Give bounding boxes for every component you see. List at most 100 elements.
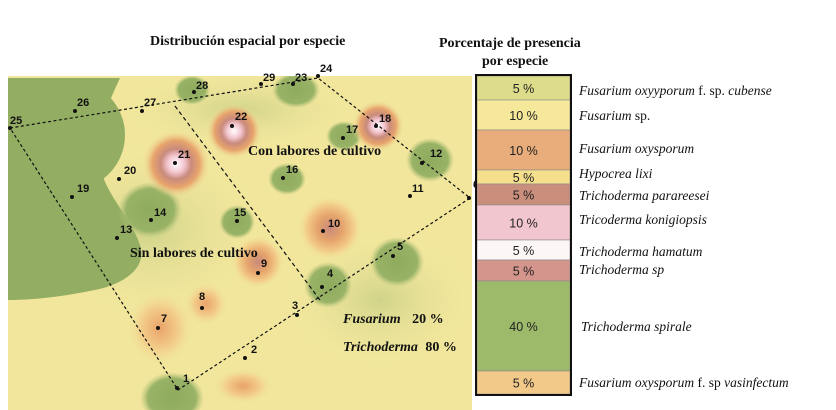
legend-species-label: Fusarium oxysporum f. sp vasinfectum bbox=[579, 375, 789, 391]
trichoderma-patch bbox=[304, 262, 352, 308]
legend-species-label: Fusarium oxysporum bbox=[579, 141, 694, 157]
legend-title-line1: Porcentaje de presencia bbox=[439, 36, 581, 51]
sample-point-marker bbox=[321, 229, 325, 233]
sample-point-marker bbox=[230, 124, 234, 128]
legend-species-label: Trichoderma spirale bbox=[581, 319, 692, 335]
sample-point-label: 11 bbox=[412, 183, 424, 195]
sample-point-marker bbox=[391, 254, 395, 258]
map-title: Distribución espacial por especie bbox=[150, 34, 346, 49]
species-name: Trichoderma hamatum bbox=[579, 244, 703, 259]
sample-point-label: 10 bbox=[328, 218, 340, 230]
legend-bar-frame bbox=[475, 74, 572, 396]
legend-species-label: Trichoderma parareesei bbox=[579, 188, 709, 204]
fusarium-spot bbox=[213, 368, 273, 404]
sample-point-label: 29 bbox=[263, 72, 275, 84]
legend-species-label: Fusarium sp. bbox=[579, 108, 650, 124]
sample-point-label: 13 bbox=[120, 224, 132, 236]
sample-point-marker bbox=[259, 82, 263, 86]
sample-point-label: 8 bbox=[199, 291, 205, 303]
legend-percent: 10 % bbox=[509, 144, 538, 158]
sample-point-label: 23 bbox=[295, 72, 307, 84]
sample-point-marker bbox=[320, 285, 324, 289]
species-suffix: f. sp. bbox=[694, 83, 729, 98]
trichoderma-patch bbox=[15, 80, 125, 190]
sample-point-label: 4 bbox=[327, 268, 334, 280]
legend-species-label: Tricoderma konigiopsis bbox=[579, 212, 707, 228]
species-name: Fusarium bbox=[579, 108, 632, 123]
trichoderma-patch bbox=[140, 372, 204, 410]
sample-point-marker bbox=[235, 219, 239, 223]
sample-point-label: 2 bbox=[251, 344, 257, 356]
species-subspecies: cubense bbox=[728, 83, 772, 98]
trichoderma-total-value: 80 % bbox=[425, 340, 457, 355]
sample-point-label: 18 bbox=[379, 113, 391, 125]
legend-percent: 5 % bbox=[513, 265, 535, 279]
sample-point-label: 3 bbox=[292, 300, 298, 312]
fusarium-total: Fusarium 20 % bbox=[342, 312, 444, 327]
fusarium-spot bbox=[184, 282, 228, 326]
species-name: Trichoderma spirale bbox=[581, 319, 692, 334]
study-area-boundary bbox=[9, 77, 472, 391]
species-name: Tricoderma konigiopsis bbox=[579, 212, 707, 227]
sample-point-marker bbox=[70, 195, 74, 199]
sample-point-label: 15 bbox=[234, 207, 246, 219]
zone-label-with-labor: Con labores de cultivo bbox=[248, 144, 381, 159]
sample-point-label: 12 bbox=[430, 148, 442, 160]
sample-point-marker bbox=[149, 218, 153, 222]
sample-point-label: 27 bbox=[144, 97, 156, 109]
sample-point-marker bbox=[341, 136, 345, 140]
sample-point-marker bbox=[408, 194, 412, 198]
species-suffix: sp. bbox=[631, 108, 651, 123]
sample-point-marker bbox=[281, 176, 285, 180]
zone-label-without-labor: Sin labores de cultivo bbox=[130, 246, 258, 261]
sample-point-label: 24 bbox=[320, 63, 333, 75]
fusarium-spot bbox=[298, 196, 362, 260]
sample-point-marker bbox=[200, 306, 204, 310]
sample-point-label: 9 bbox=[261, 258, 267, 270]
sample-point-label: 22 bbox=[235, 111, 247, 123]
sample-point-marker bbox=[420, 161, 424, 165]
species-subspecies: vasinfectum bbox=[724, 375, 789, 390]
sample-point-marker bbox=[291, 82, 295, 86]
legend-species-label: Fusarium oxyyporum f. sp. cubense bbox=[579, 83, 772, 99]
legend-percent: 10 % bbox=[509, 217, 538, 231]
sample-point-marker bbox=[156, 326, 160, 330]
species-name: Trichoderma parareesei bbox=[579, 188, 710, 203]
sample-point-marker bbox=[192, 90, 196, 94]
interpolation-map bbox=[8, 76, 472, 410]
sample-point-marker bbox=[140, 109, 144, 113]
sample-point-marker bbox=[467, 196, 471, 200]
species-name: Fusarium oxysporum bbox=[579, 375, 695, 390]
legend-percent: 5 % bbox=[513, 244, 535, 258]
fusarium-total-name: Fusarium bbox=[342, 312, 401, 327]
sample-point-marker bbox=[243, 356, 247, 360]
sample-point-marker bbox=[117, 177, 121, 181]
sample-point-marker bbox=[295, 313, 299, 317]
sample-point-marker bbox=[175, 386, 179, 390]
legend-percent: 5 % bbox=[513, 189, 535, 203]
sample-point-label: 7 bbox=[161, 313, 167, 325]
species-name: Fusarium oxyyporum bbox=[579, 83, 695, 98]
sample-point-label: 14 bbox=[154, 207, 167, 219]
legend-species-label: Hypocrea lixi bbox=[579, 166, 652, 182]
sample-point-marker bbox=[115, 236, 119, 240]
trichoderma-patch bbox=[174, 76, 210, 105]
legend-title-line2: por especie bbox=[482, 54, 549, 69]
konigiopsis-hotspot bbox=[206, 103, 262, 159]
legend-percent: 5 % bbox=[513, 82, 535, 96]
species-suffix: f. sp bbox=[694, 375, 725, 390]
legend-percent: 10 % bbox=[509, 109, 538, 123]
species-name: Hypocrea lixi bbox=[579, 166, 653, 181]
legend-bar: 5 % 10 % 10 % 5 % 5 % 10 % 5 % 5 % 40 % 5 % bbox=[476, 75, 571, 395]
trichoderma-patch bbox=[268, 163, 306, 195]
fusarium-spot bbox=[232, 236, 284, 288]
sample-point-label: 26 bbox=[77, 97, 89, 109]
zone-divider bbox=[174, 105, 321, 301]
sample-point-label: 16 bbox=[286, 164, 298, 176]
legend-species-label: Trichoderma sp bbox=[579, 262, 664, 278]
sample-point-marker bbox=[73, 109, 77, 113]
sample-point-marker bbox=[316, 74, 320, 78]
fusarium-total-value: 20 % bbox=[412, 312, 444, 327]
